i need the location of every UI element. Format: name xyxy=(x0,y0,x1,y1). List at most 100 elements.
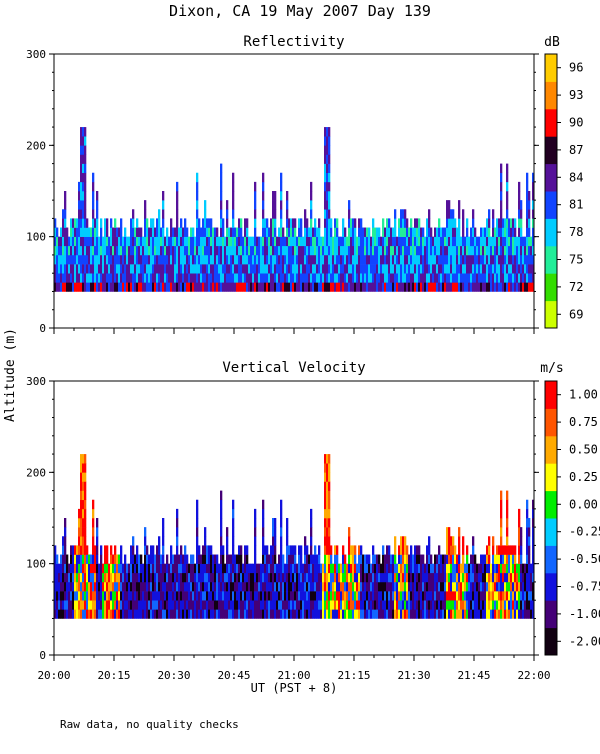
heatmap-cell xyxy=(282,581,285,592)
heatmap-cell xyxy=(284,254,287,265)
heatmap-cell xyxy=(298,273,301,283)
heatmap-cell xyxy=(500,563,503,574)
heatmap-cell xyxy=(152,245,155,256)
heatmap-cell xyxy=(82,172,85,183)
heatmap-cell xyxy=(184,227,187,237)
heatmap-cell xyxy=(262,563,265,574)
heatmap-cell xyxy=(118,282,121,292)
heatmap-cell xyxy=(182,581,185,592)
heatmap-cell xyxy=(280,282,283,292)
heatmap-cell xyxy=(68,254,71,265)
heatmap-cell xyxy=(190,600,193,610)
heatmap-cell xyxy=(432,282,435,292)
heatmap-cell xyxy=(416,236,419,247)
heatmap-cell xyxy=(106,600,109,610)
heatmap-cell xyxy=(406,236,409,247)
heatmap-cell xyxy=(532,264,535,274)
heatmap-cell xyxy=(256,254,259,265)
heatmap-cell xyxy=(156,581,159,592)
heatmap-cell xyxy=(504,591,507,601)
heatmap-cell xyxy=(486,264,489,274)
heatmap-cell xyxy=(216,581,219,592)
heatmap-cell xyxy=(370,563,373,574)
heatmap-cell xyxy=(196,508,199,519)
heatmap-cell xyxy=(116,581,119,592)
heatmap-cell xyxy=(362,273,365,283)
heatmap-cell xyxy=(478,581,481,592)
heatmap-cell xyxy=(516,609,519,619)
heatmap-cell xyxy=(102,563,105,574)
heatmap-cell xyxy=(412,264,415,274)
heatmap-cell xyxy=(358,545,361,555)
heatmap-cell xyxy=(352,591,355,601)
heatmap-cell xyxy=(376,554,379,564)
heatmap-cell xyxy=(262,545,265,555)
heatmap-cell xyxy=(286,609,289,619)
heatmap-cell xyxy=(426,273,429,283)
heatmap-cell xyxy=(316,273,319,283)
heatmap-cell xyxy=(194,264,197,274)
heatmap-cell xyxy=(110,218,113,228)
heatmap-cell xyxy=(68,282,71,292)
heatmap-cell xyxy=(208,254,211,265)
heatmap-cell xyxy=(470,563,473,574)
x-axis-label: UT (PST + 8) xyxy=(251,681,338,695)
heatmap-cell xyxy=(400,236,403,247)
heatmap-cell xyxy=(420,254,423,265)
heatmap-cell xyxy=(336,581,339,592)
heatmap-cell xyxy=(272,282,275,292)
heatmap-cell xyxy=(466,554,469,564)
heatmap-cell xyxy=(116,591,119,601)
heatmap-cell xyxy=(500,172,503,183)
heatmap-cell xyxy=(378,254,381,265)
heatmap-cell xyxy=(488,554,491,564)
heatmap-cell xyxy=(62,245,65,256)
heatmap-cell xyxy=(266,563,269,574)
heatmap-cell xyxy=(404,609,407,619)
heatmap-cell xyxy=(516,245,519,256)
heatmap-cell xyxy=(128,254,131,265)
heatmap-cell xyxy=(254,264,257,274)
heatmap-cell xyxy=(260,609,263,619)
heatmap-cell xyxy=(476,581,479,592)
heatmap-cell xyxy=(318,282,321,292)
heatmap-cell xyxy=(248,563,251,574)
heatmap-cell xyxy=(324,236,327,247)
heatmap-cell xyxy=(64,545,67,555)
heatmap-cell xyxy=(530,254,533,265)
heatmap-cell xyxy=(508,545,511,555)
heatmap-cell xyxy=(394,245,397,256)
heatmap-cell xyxy=(178,245,181,256)
heatmap-cell xyxy=(442,581,445,592)
heatmap-cell xyxy=(78,508,81,519)
heatmap-cell xyxy=(94,218,97,228)
heatmap-cell xyxy=(170,254,173,265)
heatmap-cell xyxy=(484,591,487,601)
heatmap-cell xyxy=(486,600,489,610)
heatmap-cell xyxy=(506,490,509,501)
heatmap-cell xyxy=(114,254,117,265)
heatmap-cell xyxy=(110,554,113,564)
heatmap-cell xyxy=(306,572,309,583)
heatmap-cell xyxy=(458,200,461,210)
heatmap-cell xyxy=(420,572,423,583)
heatmap-cell xyxy=(112,254,115,265)
heatmap-cell xyxy=(158,581,161,592)
heatmap-cell xyxy=(216,227,219,237)
heatmap-cell xyxy=(84,163,87,174)
heatmap-cell xyxy=(294,563,297,574)
heatmap-cell xyxy=(54,545,57,555)
heatmap-cell xyxy=(306,600,309,610)
heatmap-cell xyxy=(78,581,81,592)
heatmap-cell xyxy=(530,591,533,601)
heatmap-cell xyxy=(214,254,217,265)
heatmap-cell xyxy=(338,609,341,619)
heatmap-cell xyxy=(368,236,371,247)
heatmap-cell xyxy=(466,264,469,274)
heatmap-cell xyxy=(342,273,345,283)
heatmap-cell xyxy=(440,600,443,610)
heatmap-cell xyxy=(214,609,217,619)
heatmap-cell xyxy=(180,545,183,555)
heatmap-cell xyxy=(210,609,213,619)
heatmap-cell xyxy=(452,545,455,555)
